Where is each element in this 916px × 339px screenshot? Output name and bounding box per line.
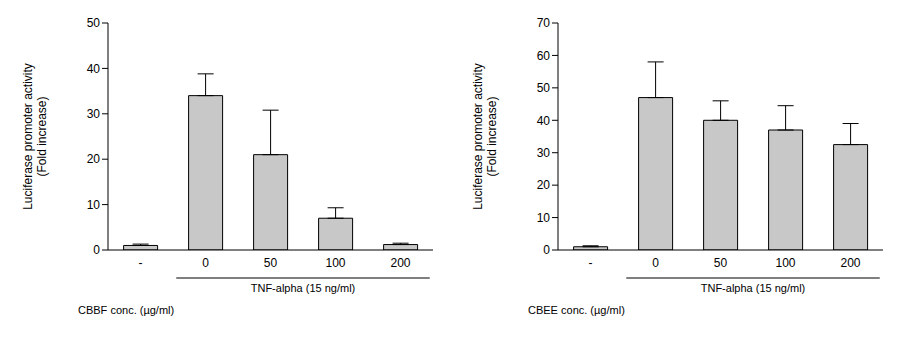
- svg-text:100: 100: [775, 256, 795, 270]
- svg-text:10: 10: [537, 211, 551, 225]
- svg-text:50: 50: [264, 256, 278, 270]
- svg-text:0: 0: [543, 243, 550, 257]
- svg-text:40: 40: [87, 62, 101, 76]
- svg-text:200: 200: [840, 256, 860, 270]
- svg-text:50: 50: [537, 81, 551, 95]
- svg-text:50: 50: [87, 16, 101, 30]
- svg-text:30: 30: [87, 107, 101, 121]
- svg-text:CBBF conc. (µg/ml): CBBF conc. (µg/ml): [78, 304, 174, 316]
- svg-text:60: 60: [537, 49, 551, 63]
- svg-text:0: 0: [202, 256, 209, 270]
- svg-text:200: 200: [390, 256, 410, 270]
- svg-text:40: 40: [537, 114, 551, 128]
- svg-text:-: -: [139, 256, 143, 270]
- svg-text:20: 20: [537, 178, 551, 192]
- svg-text:30: 30: [537, 146, 551, 160]
- svg-text:0: 0: [93, 243, 100, 257]
- svg-text:Luciferase promoter activity(F: Luciferase promoter activity(Fold increa…: [471, 63, 499, 210]
- svg-text:TNF-alpha (15 ng/ml): TNF-alpha (15 ng/ml): [251, 282, 356, 294]
- svg-text:Luciferase promoter activity(F: Luciferase promoter activity(Fold increa…: [21, 63, 49, 210]
- svg-text:CBEE conc. (µg/ml): CBEE conc. (µg/ml): [528, 304, 625, 316]
- svg-text:70: 70: [537, 16, 551, 30]
- svg-text:-: -: [589, 256, 593, 270]
- svg-text:10: 10: [87, 198, 101, 212]
- svg-text:100: 100: [325, 256, 345, 270]
- svg-text:TNF-alpha (15 ng/ml): TNF-alpha (15 ng/ml): [701, 282, 806, 294]
- svg-text:50: 50: [714, 256, 728, 270]
- svg-text:0: 0: [652, 256, 659, 270]
- svg-text:20: 20: [87, 152, 101, 166]
